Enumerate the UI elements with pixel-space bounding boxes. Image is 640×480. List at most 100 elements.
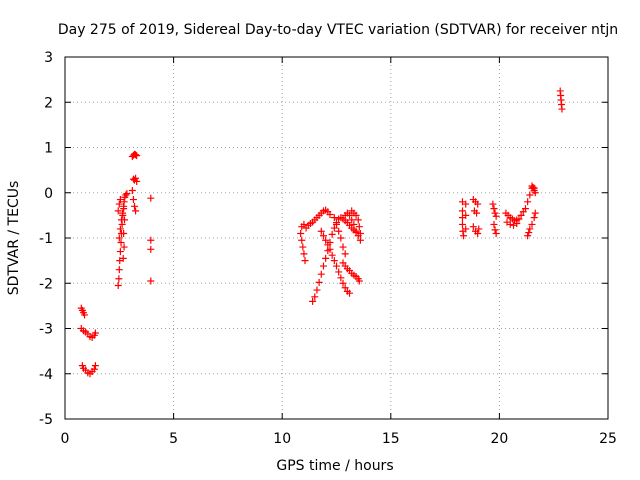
y-axis-label: SDTVAR / TECUs <box>6 181 22 296</box>
data-point <box>309 297 317 305</box>
data-point <box>458 220 466 228</box>
data-point <box>346 289 354 297</box>
data-point <box>119 209 127 217</box>
data-point <box>128 186 136 194</box>
y-tick-label: 1 <box>44 141 53 157</box>
data-point <box>317 227 325 235</box>
data-point <box>473 209 481 217</box>
data-point <box>116 225 124 233</box>
data-point <box>490 220 498 228</box>
data-point <box>319 232 327 240</box>
y-tick-label: 3 <box>44 50 53 66</box>
data-point <box>313 286 321 294</box>
data-point <box>558 105 566 113</box>
data-point <box>123 190 131 198</box>
data-point <box>133 177 141 185</box>
data-point <box>506 220 514 228</box>
data-point <box>354 216 362 224</box>
data-point <box>118 220 126 228</box>
data-point <box>317 270 325 278</box>
data-point <box>521 205 529 213</box>
data-points <box>77 87 566 378</box>
y-tick-label: -2 <box>39 276 53 292</box>
data-point <box>529 183 537 191</box>
data-point <box>147 277 155 285</box>
data-point <box>328 230 336 238</box>
x-tick-label: 5 <box>169 431 178 447</box>
data-point <box>120 243 128 251</box>
data-point <box>531 189 539 197</box>
data-point <box>462 225 470 233</box>
data-point <box>147 245 155 253</box>
data-point <box>530 214 538 222</box>
data-point <box>492 212 500 220</box>
data-point <box>460 232 468 240</box>
data-point <box>526 225 534 233</box>
data-point <box>339 243 347 251</box>
data-point <box>297 229 305 237</box>
data-point <box>462 200 470 208</box>
x-tick-label: 20 <box>490 431 508 447</box>
data-point <box>328 251 336 259</box>
data-point <box>337 274 345 282</box>
x-tick-label: 15 <box>382 431 400 447</box>
plot-frame <box>64 56 609 420</box>
y-tick-labels: -5 -4 -3 -2 -1 0 1 2 3 <box>39 50 53 428</box>
data-point <box>330 214 338 222</box>
data-point <box>335 268 343 276</box>
data-point <box>324 241 332 249</box>
data-point <box>352 227 360 235</box>
data-point <box>515 215 523 223</box>
data-point <box>116 196 124 204</box>
data-point <box>117 239 125 247</box>
y-tick-label: 0 <box>44 186 53 202</box>
data-point <box>528 220 536 228</box>
data-point <box>333 262 340 270</box>
data-point <box>491 209 499 217</box>
data-point <box>475 225 483 233</box>
x-tick-label: 10 <box>273 431 291 447</box>
data-point <box>319 262 327 270</box>
data-point <box>513 220 521 228</box>
data-point <box>132 151 140 159</box>
gridlines <box>65 57 608 419</box>
data-point <box>489 200 497 208</box>
data-point <box>322 236 330 244</box>
data-point <box>333 220 340 228</box>
data-point <box>339 279 347 287</box>
y-tick-label: -4 <box>39 367 53 383</box>
data-point <box>510 221 518 229</box>
data-point <box>355 277 363 285</box>
data-point <box>356 236 364 244</box>
data-point <box>301 257 309 265</box>
data-point <box>315 278 323 286</box>
data-point <box>355 223 363 231</box>
data-point <box>132 207 140 215</box>
data-point <box>300 250 308 258</box>
y-tick-label: -1 <box>39 231 53 247</box>
data-point <box>337 234 345 242</box>
data-point <box>326 245 334 253</box>
data-point <box>116 248 124 256</box>
data-point <box>119 254 127 262</box>
data-point <box>120 229 128 237</box>
data-point <box>114 282 122 290</box>
data-point <box>326 210 334 218</box>
data-point <box>458 207 466 215</box>
data-point <box>469 223 477 231</box>
data-point <box>90 365 98 373</box>
data-point <box>129 196 137 204</box>
x-tick-label: 25 <box>599 431 617 447</box>
data-point <box>115 200 123 208</box>
data-point <box>299 243 307 251</box>
data-point <box>81 311 89 319</box>
data-point <box>350 220 358 228</box>
data-point <box>298 236 306 244</box>
x-tick-label: 0 <box>61 431 70 447</box>
data-point <box>147 194 155 202</box>
data-point <box>524 198 532 206</box>
data-point <box>330 257 338 265</box>
y-tick-label: -3 <box>39 322 53 338</box>
data-point <box>462 211 470 219</box>
